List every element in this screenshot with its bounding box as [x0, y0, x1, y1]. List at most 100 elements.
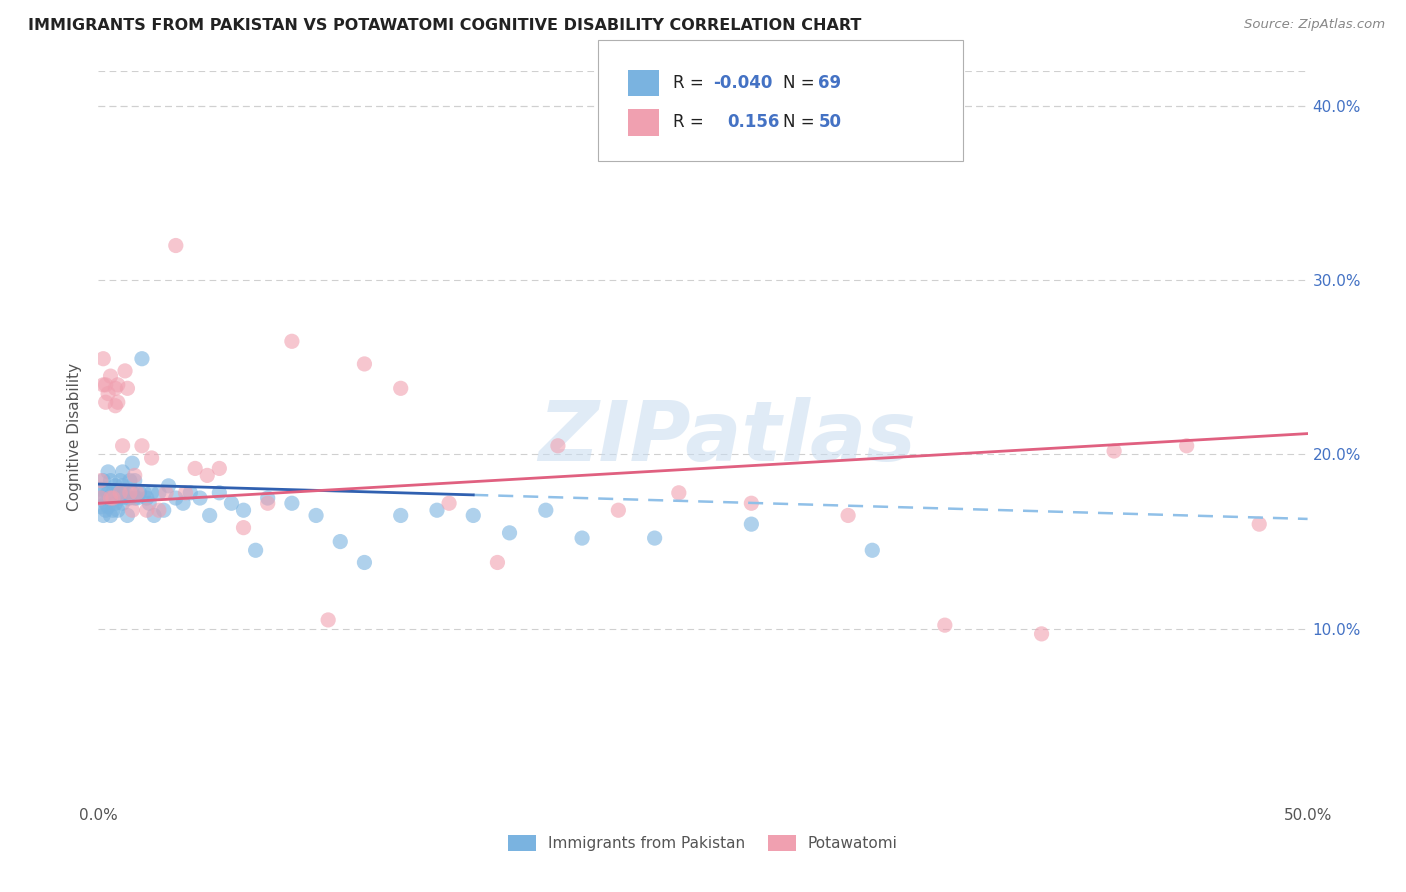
Point	[108, 474, 131, 488]
Point	[329, 534, 352, 549]
Y-axis label: Cognitive Disability: Cognitive Disability	[67, 363, 83, 511]
Point	[97, 386, 120, 401]
Point	[740, 496, 762, 510]
Legend: Immigrants from Pakistan, Potawatomi: Immigrants from Pakistan, Potawatomi	[502, 829, 904, 857]
Point	[165, 491, 187, 505]
Text: R =: R =	[673, 74, 710, 92]
Point	[498, 525, 520, 540]
Point	[111, 479, 134, 493]
Point	[353, 357, 375, 371]
Point	[486, 556, 509, 570]
Point	[104, 479, 127, 493]
Point	[281, 496, 304, 510]
Text: 69: 69	[818, 74, 841, 92]
Point	[208, 485, 231, 500]
Point	[108, 491, 131, 505]
Point	[152, 503, 174, 517]
Point	[94, 503, 117, 517]
Point	[131, 439, 153, 453]
Point	[232, 503, 254, 517]
Point	[101, 485, 124, 500]
Point	[534, 503, 557, 517]
Text: Source: ZipAtlas.com: Source: ZipAtlas.com	[1244, 18, 1385, 31]
Point	[740, 517, 762, 532]
Point	[1175, 439, 1198, 453]
Point	[124, 491, 146, 505]
Point	[148, 503, 170, 517]
Point	[232, 521, 254, 535]
Point	[118, 491, 141, 505]
Point	[90, 491, 112, 505]
Point	[104, 399, 127, 413]
Point	[127, 491, 149, 505]
Text: 0.156: 0.156	[727, 113, 779, 131]
Point	[124, 474, 146, 488]
Point	[121, 456, 143, 470]
Point	[94, 496, 117, 510]
Text: IMMIGRANTS FROM PAKISTAN VS POTAWATOMI COGNITIVE DISABILITY CORRELATION CHART: IMMIGRANTS FROM PAKISTAN VS POTAWATOMI C…	[28, 18, 862, 33]
Point	[104, 381, 127, 395]
Point	[157, 479, 180, 493]
Point	[90, 491, 112, 505]
Point	[245, 543, 267, 558]
Point	[389, 381, 412, 395]
Point	[117, 381, 139, 395]
Point	[316, 613, 339, 627]
Point	[934, 618, 956, 632]
Point	[128, 485, 150, 500]
Point	[124, 468, 146, 483]
Point	[389, 508, 412, 523]
Point	[1102, 444, 1125, 458]
Point	[91, 377, 114, 392]
Point	[547, 439, 569, 453]
Point	[97, 485, 120, 500]
Point	[111, 439, 134, 453]
Point	[860, 543, 883, 558]
Point	[174, 485, 197, 500]
Point	[305, 508, 328, 523]
Point	[121, 485, 143, 500]
Point	[607, 503, 630, 517]
Point	[353, 556, 375, 570]
Point	[111, 496, 134, 510]
Point	[184, 461, 207, 475]
Point	[155, 485, 177, 500]
Point	[1249, 517, 1271, 532]
Point	[668, 485, 690, 500]
Text: N =: N =	[783, 113, 820, 131]
Point	[463, 508, 485, 523]
Point	[208, 461, 231, 475]
Point	[121, 503, 143, 517]
Point	[111, 465, 134, 479]
Point	[131, 351, 153, 366]
Point	[118, 474, 141, 488]
Point	[141, 485, 163, 500]
Point	[107, 503, 129, 517]
Point	[1031, 627, 1053, 641]
Point	[101, 503, 124, 517]
Point	[91, 508, 114, 523]
Point	[90, 483, 112, 497]
Point	[644, 531, 666, 545]
Point	[97, 465, 120, 479]
Point	[100, 491, 122, 505]
Point	[143, 508, 166, 523]
Point	[107, 485, 129, 500]
Point	[141, 450, 163, 465]
Point	[94, 377, 117, 392]
Point	[94, 395, 117, 409]
Point	[172, 496, 194, 510]
Point	[127, 485, 149, 500]
Point	[165, 238, 187, 252]
Point	[221, 496, 243, 510]
Point	[117, 491, 139, 505]
Point	[90, 474, 112, 488]
Point	[104, 496, 127, 510]
Point	[107, 377, 129, 392]
Point	[571, 531, 593, 545]
Point	[100, 491, 122, 505]
Point	[114, 364, 136, 378]
Text: 50: 50	[818, 113, 841, 131]
Point	[91, 474, 114, 488]
Point	[100, 474, 122, 488]
